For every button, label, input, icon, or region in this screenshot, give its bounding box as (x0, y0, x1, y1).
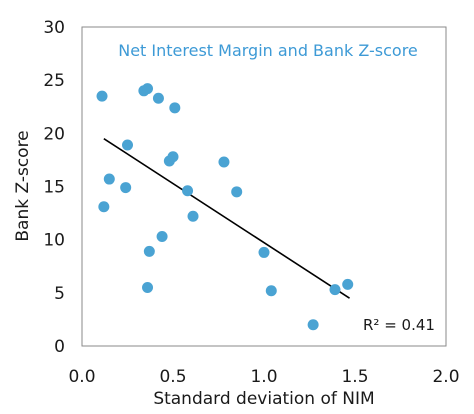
x-tick-label: 1.5 (341, 367, 368, 387)
y-tick-label: 25 (43, 71, 65, 91)
r-squared-label: R² = 0.41 (363, 316, 435, 334)
data-point (143, 245, 155, 257)
x-tick-label: 1.0 (250, 367, 277, 387)
y-tick-label: 15 (43, 178, 65, 198)
y-tick-label: 20 (43, 124, 65, 144)
y-axis-ticks: 0 5 10 15 20 25 30 (43, 18, 65, 357)
data-point (103, 173, 115, 185)
data-point (307, 319, 319, 331)
y-tick-label: 10 (43, 231, 65, 251)
trendline (103, 137, 350, 299)
x-tick-label: 0.0 (68, 367, 95, 387)
data-point (98, 201, 110, 213)
y-tick-label: 0 (54, 337, 65, 357)
y-tick-label: 5 (54, 284, 65, 304)
y-axis-label: Bank Z-score (13, 130, 33, 241)
data-point (231, 186, 243, 198)
x-tick-label: 0.5 (159, 367, 186, 387)
chart-title: Net Interest Margin and Bank Z-score (118, 41, 418, 60)
data-point (258, 246, 270, 258)
data-point (156, 230, 168, 242)
data-point (265, 285, 277, 297)
data-point (120, 182, 132, 194)
plot-area-frame (81, 26, 447, 347)
data-point (152, 92, 164, 104)
data-point (96, 90, 108, 102)
data-point (218, 156, 230, 168)
data-point (187, 210, 199, 222)
data-points (96, 83, 354, 331)
data-point (142, 83, 154, 95)
data-point (329, 284, 341, 296)
data-point (169, 102, 181, 114)
x-axis-label: Standard deviation of NIM (153, 389, 374, 409)
data-point (142, 282, 154, 294)
y-tick-label: 30 (43, 18, 65, 38)
x-tick-label: 2.0 (432, 367, 459, 387)
data-point (122, 139, 133, 151)
data-point (342, 278, 354, 290)
x-axis-ticks: 0.0 0.5 1.0 1.5 2.0 (68, 367, 459, 387)
data-point (167, 151, 179, 163)
data-point (182, 185, 194, 197)
